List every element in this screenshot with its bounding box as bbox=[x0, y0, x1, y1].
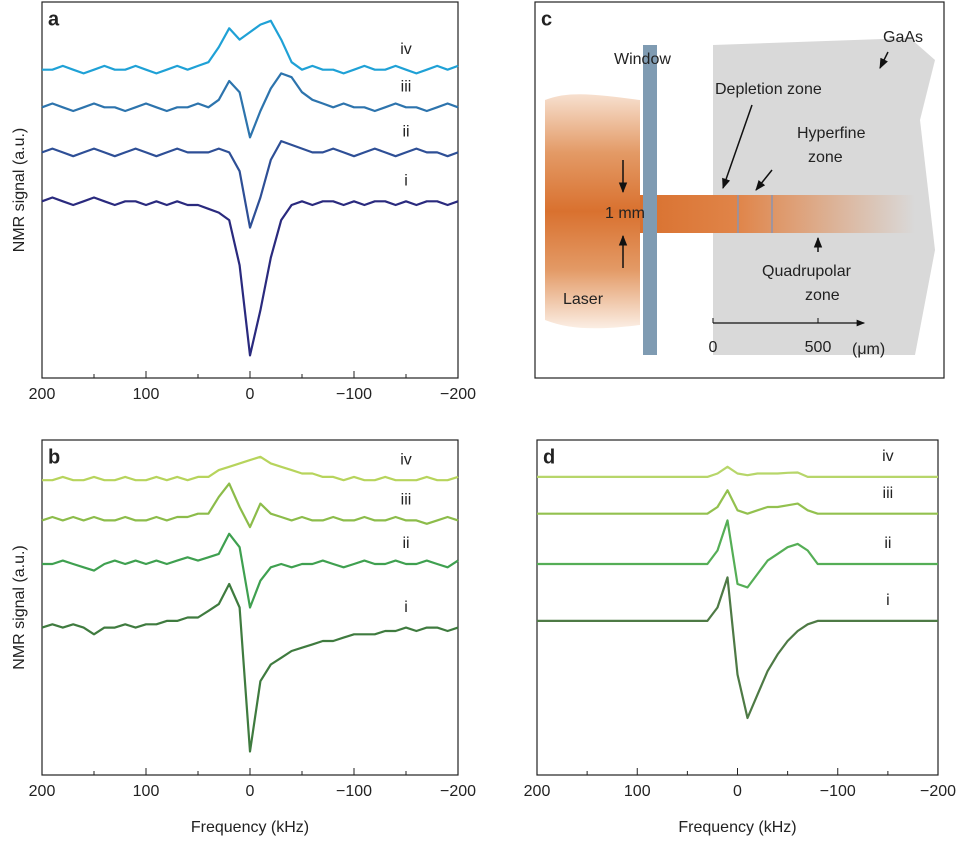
panel-label: d bbox=[543, 446, 555, 468]
x-tick-label: 0 bbox=[733, 783, 742, 800]
label: 1 mm bbox=[605, 205, 645, 222]
x-tick-label: 200 bbox=[29, 783, 56, 800]
series-label: ii bbox=[402, 124, 409, 141]
y-axis-label: NMR signal (a.u.) bbox=[11, 545, 28, 669]
trace bbox=[41, 196, 459, 357]
x-tick-label: −200 bbox=[440, 783, 476, 800]
trace bbox=[42, 455, 459, 482]
series-label: i bbox=[404, 599, 408, 616]
plot-frame bbox=[41, 1, 459, 379]
trace bbox=[41, 482, 459, 529]
x-tick-label: 100 bbox=[133, 386, 160, 403]
x-tick-label: −200 bbox=[440, 386, 476, 403]
series-label: ii bbox=[884, 535, 891, 552]
x-axis-label: Frequency (kHz) bbox=[678, 819, 796, 836]
panel-label: b bbox=[48, 446, 60, 468]
x-tick-label: 100 bbox=[133, 783, 160, 800]
trace bbox=[537, 465, 938, 478]
x-tick-label: 0 bbox=[246, 783, 255, 800]
laser-beam-source bbox=[545, 94, 640, 329]
series-label: iv bbox=[400, 41, 412, 58]
y-axis-label: NMR signal (a.u.) bbox=[11, 128, 28, 252]
x-tick-label: 0 bbox=[246, 386, 255, 403]
panel-label: a bbox=[48, 8, 60, 30]
trace bbox=[41, 582, 459, 753]
series-label: iv bbox=[882, 448, 894, 465]
arrow bbox=[755, 169, 773, 191]
label: zone bbox=[808, 149, 843, 166]
panel-frame bbox=[534, 1, 945, 379]
x-tick-label: 100 bbox=[624, 783, 651, 800]
diagram-panel: c Window GaAs Depletion zone Hyperfine z… bbox=[534, 1, 945, 379]
trace bbox=[537, 519, 938, 589]
trace bbox=[42, 532, 459, 609]
arrow bbox=[879, 51, 889, 69]
label: zone bbox=[805, 287, 840, 304]
trace bbox=[537, 489, 938, 515]
x-tick-label: −100 bbox=[336, 783, 372, 800]
laser-beam bbox=[640, 195, 915, 233]
plot-frame bbox=[536, 439, 939, 776]
arrow bbox=[722, 104, 753, 189]
trace bbox=[537, 576, 938, 720]
label: Window bbox=[614, 51, 671, 68]
panel-label: c bbox=[541, 8, 552, 30]
window-plate bbox=[643, 45, 657, 355]
series-label: ii bbox=[402, 535, 409, 552]
series-label: iv bbox=[400, 451, 412, 468]
series-label: iii bbox=[401, 492, 412, 509]
series-label: i bbox=[886, 592, 890, 609]
series-label: iii bbox=[883, 485, 894, 502]
x-tick-label: 200 bbox=[29, 386, 56, 403]
x-tick-label: 200 bbox=[524, 783, 551, 800]
trace bbox=[41, 72, 459, 139]
scale-tick-label: 500 bbox=[805, 339, 832, 356]
trace bbox=[41, 140, 459, 229]
label: GaAs bbox=[883, 29, 923, 46]
x-tick-label: −100 bbox=[820, 783, 856, 800]
label: Depletion zone bbox=[715, 81, 822, 98]
label: Laser bbox=[563, 291, 604, 308]
x-axis-label: Frequency (kHz) bbox=[191, 819, 309, 836]
x-tick-label: −100 bbox=[336, 386, 372, 403]
x-tick-label: −200 bbox=[920, 783, 956, 800]
label: Hyperfine bbox=[797, 125, 866, 142]
trace bbox=[42, 19, 459, 75]
series-label: i bbox=[404, 172, 408, 189]
scale-tick-label: 0 bbox=[709, 339, 718, 356]
label: Quadrupolar bbox=[762, 263, 852, 280]
scale-unit: (μm) bbox=[852, 341, 885, 358]
series-label: iii bbox=[401, 78, 412, 95]
